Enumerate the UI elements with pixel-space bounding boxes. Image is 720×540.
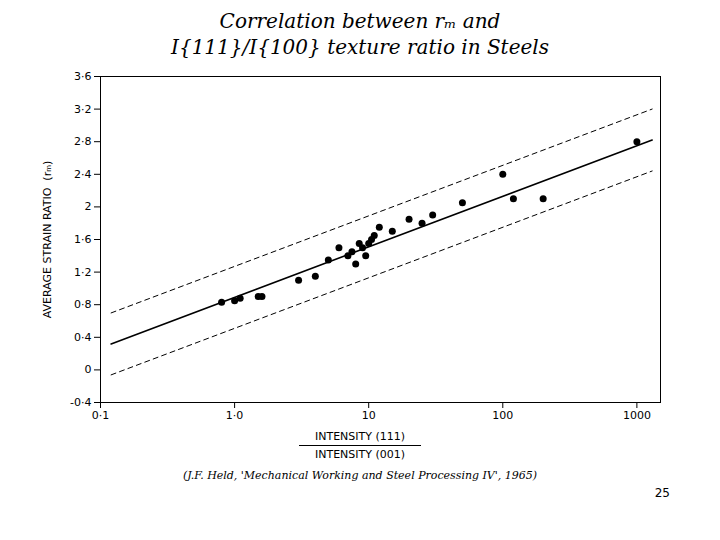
svg-text:2·8: 2·8 [74, 135, 92, 148]
svg-text:2·4: 2·4 [74, 168, 92, 181]
svg-text:2: 2 [85, 200, 92, 213]
svg-text:1000: 1000 [623, 409, 651, 422]
svg-text:-0·4: -0·4 [70, 396, 91, 409]
html-text:INTENSITY (001): INTENSITY (001) [314, 448, 406, 461]
svg-text:1·6: 1·6 [74, 233, 92, 246]
html-text:INTENSITY (111): INTENSITY (111) [314, 430, 406, 443]
html-text:Correlation between rₘ and: Correlation between rₘ and [219, 9, 501, 33]
svg-text:0: 0 [85, 363, 92, 376]
html-text:I{111}/I{100} texture ratio in: I{111}/I{100} texture ratio in Steels [171, 35, 549, 59]
html-text:25: 25 [654, 486, 670, 500]
svg-text:1·0: 1·0 [226, 409, 244, 422]
svg-text:AVERAGE STRAIN RATIO (rₘ): AVERAGE STRAIN RATIO (rₘ) [41, 161, 54, 319]
svg-text:3·2: 3·2 [74, 103, 92, 116]
svg-text:0·4: 0·4 [74, 331, 92, 344]
svg-text:1·2: 1·2 [74, 266, 92, 279]
svg-text:0·1: 0·1 [92, 409, 110, 422]
svg-text:10: 10 [362, 409, 376, 422]
svg-text:0·8: 0·8 [74, 298, 92, 311]
html-text:(J.F. Held, 'Mechanical Workin: (J.F. Held, 'Mechanical Working and Stee… [182, 469, 538, 482]
svg-text:3·6: 3·6 [74, 70, 92, 83]
svg-text:100: 100 [492, 409, 513, 422]
